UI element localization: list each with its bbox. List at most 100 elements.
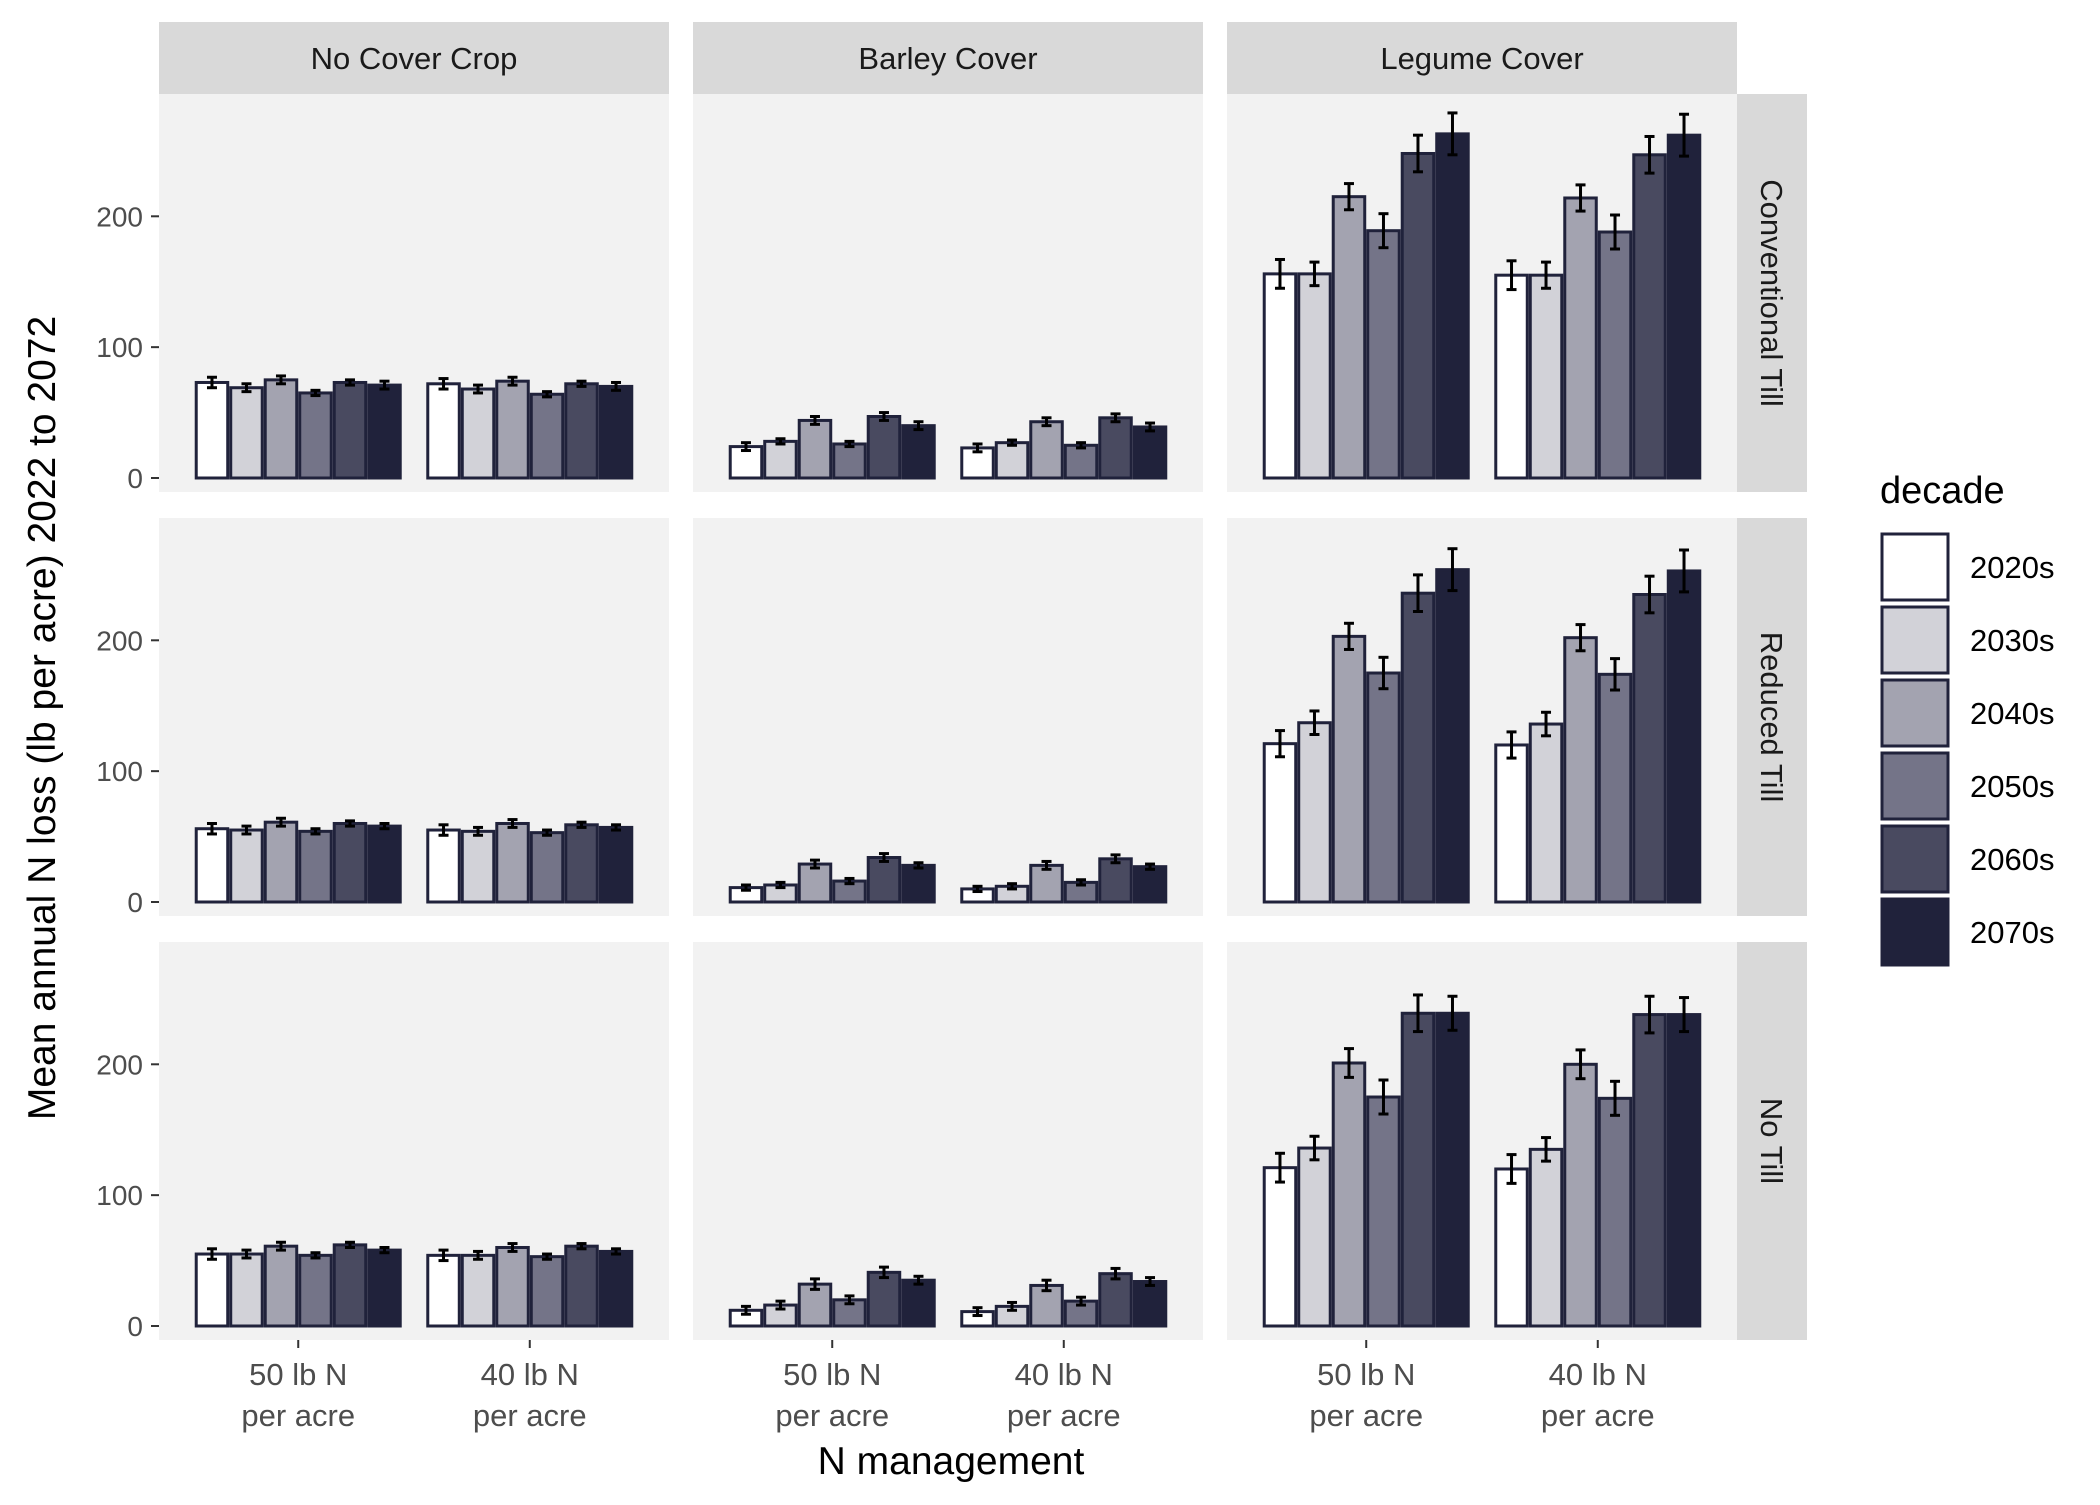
x-tick-label: per acre (775, 1398, 889, 1433)
x-tick-label: 40 lb N (1549, 1357, 1647, 1392)
bar (564, 382, 599, 480)
y-tick-label: 200 (96, 1049, 143, 1080)
bar (832, 442, 867, 480)
bar (1528, 722, 1564, 904)
x-tick-label: 50 lb N (783, 1357, 881, 1392)
bar (194, 380, 230, 480)
bar (1400, 1011, 1436, 1328)
legend-key (1880, 532, 1950, 602)
bar (529, 1255, 565, 1328)
bar (229, 828, 264, 904)
bar (866, 1270, 902, 1328)
bar (901, 863, 936, 904)
bar (1597, 230, 1633, 480)
x-tick-label: 40 lb N (1015, 1357, 1113, 1392)
column-strip (1227, 22, 1737, 94)
bar (763, 439, 798, 480)
panel-background (693, 518, 1203, 916)
bar (1666, 569, 1702, 904)
row-strip-label: Conventional Till (1754, 179, 1789, 406)
bar (866, 415, 902, 480)
bar (866, 856, 902, 904)
legend-label: 2070s (1970, 915, 2054, 950)
legend-label: 2040s (1970, 696, 2054, 731)
bar (298, 391, 333, 480)
bar (194, 1252, 230, 1328)
column-strip-label: Legume Cover (1380, 41, 1583, 76)
legend-key (1880, 678, 1950, 748)
bar (1563, 1062, 1598, 1328)
bar (1632, 1013, 1667, 1328)
bar (564, 823, 599, 904)
legend-label: 2050s (1970, 769, 2054, 804)
column-strip (159, 22, 669, 94)
y-tick-label: 200 (96, 201, 143, 232)
column-strip-label: Barley Cover (858, 41, 1037, 76)
bar (426, 382, 461, 480)
bar (1366, 671, 1401, 904)
bar (1132, 425, 1168, 480)
bar (797, 862, 833, 904)
bar (332, 380, 368, 480)
bar (298, 1253, 333, 1328)
bar (529, 392, 565, 480)
row-strip (1737, 94, 1807, 492)
bar (1563, 636, 1598, 904)
bar (1331, 634, 1367, 904)
bar (263, 1244, 299, 1328)
bar (901, 424, 936, 480)
bar (229, 1252, 264, 1328)
bar (460, 387, 496, 480)
x-tick-label: 50 lb N (249, 1357, 347, 1392)
y-tick-label: 0 (127, 463, 143, 494)
x-tick-label: 40 lb N (481, 1357, 579, 1392)
bar (598, 825, 634, 904)
bar (367, 383, 402, 480)
bar (1029, 863, 1064, 904)
legend-key (1880, 897, 1950, 967)
bar (1528, 1147, 1564, 1328)
bar (529, 831, 565, 904)
legend-label: 2020s (1970, 550, 2054, 585)
legend-label: 2060s (1970, 842, 2054, 877)
bar (1597, 1096, 1633, 1328)
bar (1494, 1167, 1529, 1328)
bar (1262, 742, 1298, 904)
legend-title: decade (1880, 470, 2005, 512)
bar (1132, 1280, 1168, 1328)
x-tick-label: 50 lb N (1317, 1357, 1415, 1392)
bar (994, 441, 1030, 480)
y-tick-label: 100 (96, 332, 143, 363)
y-tick-label: 100 (96, 756, 143, 787)
x-tick-label: per acre (241, 1398, 355, 1433)
y-tick-label: 200 (96, 625, 143, 656)
bar (229, 386, 264, 480)
bar (1528, 273, 1564, 480)
x-tick-label: per acre (1309, 1398, 1423, 1433)
bar (1632, 153, 1667, 480)
bar (1331, 195, 1367, 480)
bar (263, 820, 299, 904)
bar (194, 827, 230, 904)
legend-key (1880, 605, 1950, 675)
bar (1632, 593, 1667, 904)
bar (1435, 1011, 1470, 1328)
bar (1366, 229, 1401, 480)
bar (1132, 865, 1168, 904)
y-tick-label: 0 (127, 1311, 143, 1342)
y-tick-label: 100 (96, 1180, 143, 1211)
bar (332, 1243, 368, 1328)
bar (1597, 672, 1633, 904)
bar (1666, 1013, 1702, 1328)
bar (598, 384, 634, 480)
bar (1098, 416, 1133, 480)
bar (1262, 1166, 1298, 1328)
legend-key (1880, 824, 1950, 894)
bar (1494, 273, 1529, 480)
bar (1400, 151, 1436, 480)
bar (901, 1278, 936, 1328)
row-strip (1737, 518, 1807, 916)
column-strip-label: No Cover Crop (311, 41, 518, 76)
row-strip-label: No Till (1754, 1098, 1789, 1184)
